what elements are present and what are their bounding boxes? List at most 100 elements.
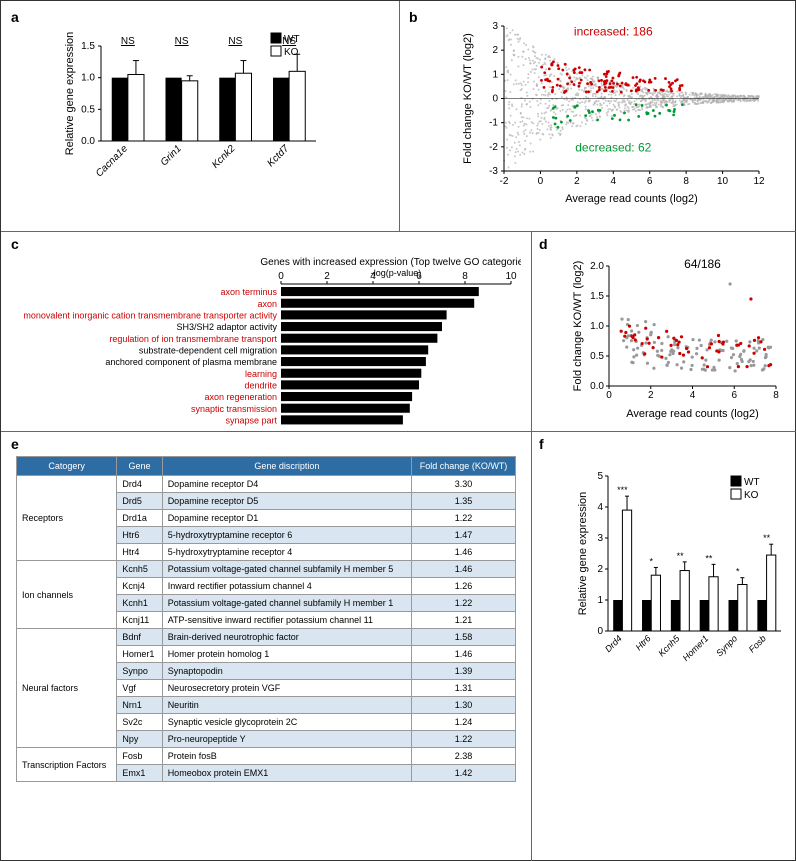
svg-text:0.5: 0.5 (590, 351, 604, 362)
svg-text:Fold change KO/WT (log2): Fold change KO/WT (log2) (462, 33, 474, 164)
svg-text:-3: -3 (489, 166, 498, 177)
svg-text:Kctd7: Kctd7 (265, 143, 291, 169)
svg-text:***: *** (617, 485, 628, 495)
table-header: Gene (117, 457, 162, 476)
svg-text:synapse part: synapse part (225, 415, 277, 425)
panel-label-a: a (11, 9, 19, 25)
svg-text:2: 2 (597, 564, 603, 575)
svg-text:increased: 186: increased: 186 (574, 25, 653, 39)
panel-label-d: d (539, 236, 548, 252)
svg-text:NS: NS (121, 36, 135, 47)
svg-text:6: 6 (731, 390, 737, 401)
svg-text:Drd4: Drd4 (603, 633, 624, 654)
table-row: Neural factorsBdnfBrain-derived neurotro… (17, 629, 516, 646)
svg-text:synaptic transmission: synaptic transmission (191, 404, 277, 414)
bar-chart-a: 0.00.51.01.5NSCacna1eNSGrin1NSKcnk2NSKct… (61, 31, 321, 181)
svg-text:0.0: 0.0 (590, 381, 604, 392)
svg-text:64/186: 64/186 (684, 257, 721, 271)
svg-text:1: 1 (597, 595, 603, 606)
svg-text:KO: KO (284, 47, 299, 58)
panel-f: f 012345***Drd4*Htr6**Kcnh5**Homer1*Synp… (531, 431, 796, 861)
svg-text:decreased: 62: decreased: 62 (575, 141, 651, 155)
svg-text:Kcnh5: Kcnh5 (656, 633, 682, 659)
bar-chart-f: 012345***Drd4*Htr6**Kcnh5**Homer1*Synpo*… (576, 461, 786, 681)
svg-text:Grin1: Grin1 (159, 143, 184, 168)
svg-text:0: 0 (278, 271, 284, 282)
panel-label-b: b (409, 9, 418, 25)
svg-text:Cacna1e: Cacna1e (94, 143, 130, 179)
panel-e: e CatogeryGeneGene discriptionFold chang… (1, 431, 531, 861)
svg-text:axon: axon (257, 299, 277, 309)
panel-c: c Genes with increased expression (Top t… (1, 231, 531, 431)
svg-text:Relative gene expression: Relative gene expression (577, 492, 589, 616)
svg-text:SH3/SH2 adaptor activity: SH3/SH2 adaptor activity (176, 322, 277, 332)
svg-text:10: 10 (717, 176, 729, 187)
figure-container: a 0.00.51.01.5NSCacna1eNSGrin1NSKcnk2NSK… (0, 0, 796, 861)
panel-a: a 0.00.51.01.5NSCacna1eNSGrin1NSKcnk2NSK… (1, 1, 399, 231)
svg-text:1.0: 1.0 (81, 73, 95, 84)
svg-text:Average read counts (log2): Average read counts (log2) (626, 408, 759, 420)
svg-text:WT: WT (284, 34, 300, 45)
svg-text:-2: -2 (489, 142, 498, 153)
svg-text:3: 3 (597, 533, 603, 544)
svg-text:3: 3 (492, 21, 498, 32)
svg-text:dendrite: dendrite (244, 380, 277, 390)
svg-text:8: 8 (773, 390, 779, 401)
svg-text:Fosb: Fosb (747, 633, 768, 654)
svg-text:axon terminus: axon terminus (220, 287, 277, 297)
panel-label-c: c (11, 236, 19, 252)
svg-text:Fold change KO/WT (log2): Fold change KO/WT (log2) (572, 261, 584, 392)
svg-text:2: 2 (648, 390, 654, 401)
table-row: ReceptorsDrd4Dopamine receptor D43.30 (17, 476, 516, 493)
svg-text:12: 12 (753, 176, 765, 187)
svg-text:0: 0 (597, 626, 603, 637)
svg-text:*: * (736, 567, 740, 577)
svg-text:2: 2 (324, 271, 330, 282)
svg-text:1.5: 1.5 (81, 41, 95, 52)
table-header: Fold change (KO/WT) (412, 457, 516, 476)
svg-text:-2: -2 (500, 176, 509, 187)
svg-text:1.0: 1.0 (590, 321, 604, 332)
svg-text:2: 2 (574, 176, 580, 187)
svg-text:KO: KO (744, 490, 759, 501)
svg-text:4: 4 (611, 176, 617, 187)
table-row: Transcription FactorsFosbProtein fosB2.3… (17, 748, 516, 765)
svg-text:Relative gene expression: Relative gene expression (64, 32, 76, 156)
svg-text:regulation of ion transmembran: regulation of ion transmembrane transpor… (109, 334, 277, 344)
svg-text:-1: -1 (489, 118, 498, 129)
svg-text:8: 8 (683, 176, 689, 187)
go-bar-chart-c: Genes with increased expression (Top twe… (11, 256, 521, 426)
table-header: Catogery (17, 457, 117, 476)
panel-d: d 0 2 4 6 8 0.0 0.5 1.0 1.5 2.0 Average read count… (531, 231, 796, 431)
svg-text:2.0: 2.0 (590, 261, 604, 272)
svg-text:5: 5 (597, 471, 603, 482)
svg-text:Kcnk2: Kcnk2 (210, 143, 238, 171)
svg-text:1: 1 (492, 69, 498, 80)
svg-text:6: 6 (416, 271, 422, 282)
svg-text:anchored component of plasma m: anchored component of plasma membrane (105, 357, 277, 367)
svg-text:4: 4 (690, 390, 696, 401)
svg-text:8: 8 (462, 271, 468, 282)
scatter-chart-b: -2024681012-3-2-10123Average read counts… (459, 16, 769, 206)
svg-text:0: 0 (606, 390, 612, 401)
table-row: Ion channelsKcnh5Potassium voltage-gated… (17, 561, 516, 578)
svg-text:0.0: 0.0 (81, 136, 95, 147)
svg-text:4: 4 (370, 271, 376, 282)
svg-text:NS: NS (175, 36, 189, 47)
svg-text:2: 2 (492, 45, 498, 56)
svg-text:Average read counts (log2): Average read counts (log2) (565, 193, 698, 205)
svg-text:**: ** (705, 553, 713, 563)
svg-text:10: 10 (505, 271, 517, 282)
svg-text:1.5: 1.5 (590, 291, 604, 302)
svg-text:substrate-dependent cell migra: substrate-dependent cell migration (139, 345, 277, 355)
svg-text:0: 0 (538, 176, 544, 187)
svg-text:*: * (649, 556, 653, 566)
svg-text:4: 4 (597, 502, 603, 513)
svg-text:WT: WT (744, 477, 760, 488)
svg-text:monovalent inorganic cation tr: monovalent inorganic cation transmembran… (23, 310, 277, 320)
panel-label-e: e (11, 436, 19, 452)
svg-text:Htr6: Htr6 (634, 633, 653, 652)
scatter-chart-d: 0 2 4 6 8 0.0 0.5 1.0 1.5 2.0 Average read counts … (571, 256, 781, 421)
svg-text:NS: NS (228, 36, 242, 47)
svg-text:Homer1: Homer1 (681, 633, 711, 663)
